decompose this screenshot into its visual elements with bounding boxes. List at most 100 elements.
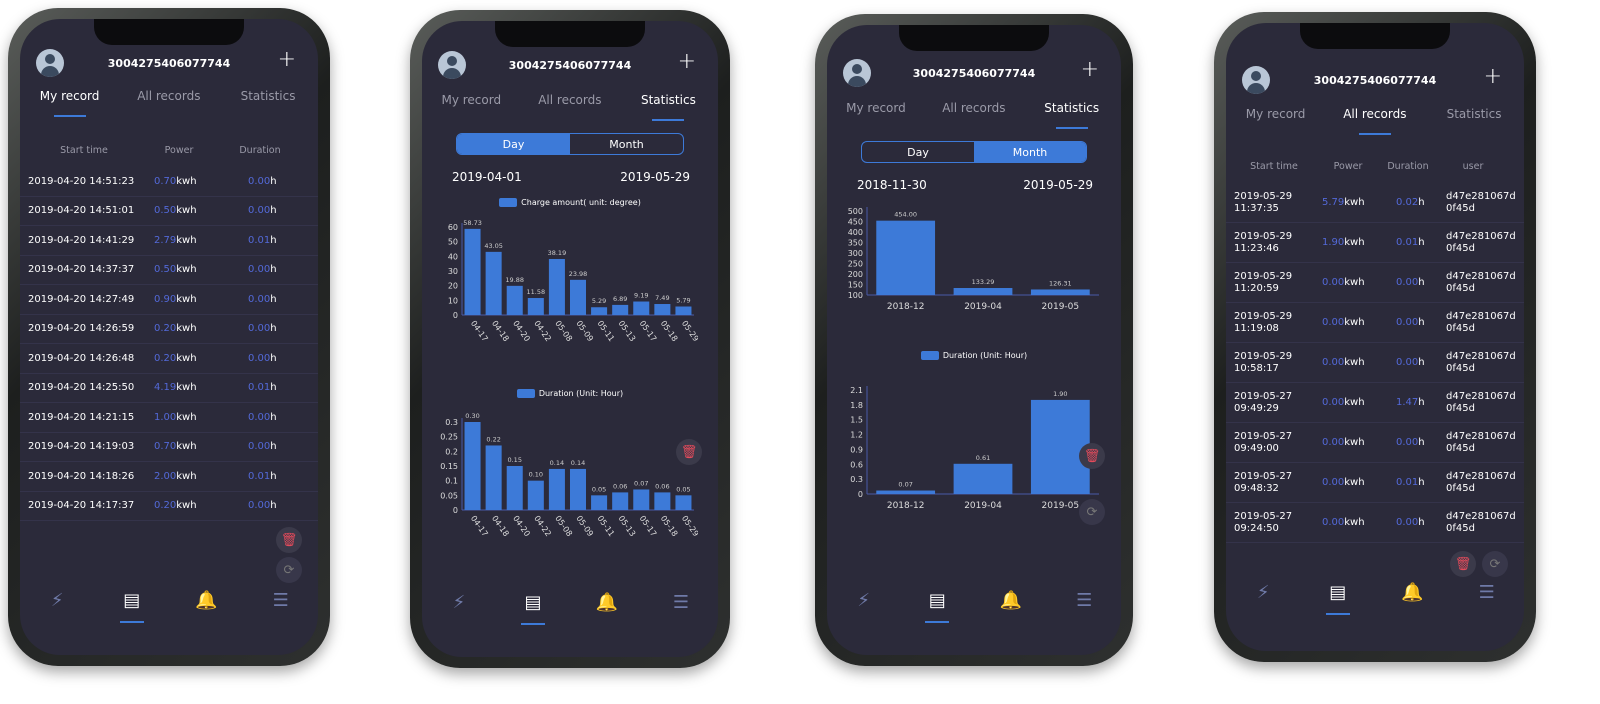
duration-value: 0.01 (248, 234, 271, 246)
table-row[interactable]: 2019-05-29 11:37:35 5.79 kwh 0.02 h d47e281067… (1226, 183, 1524, 223)
delete-trash-icon[interactable]: 🗑 (1450, 551, 1476, 577)
bottom-nav: ⚡ ▤ 🔔 ☰ (422, 592, 718, 625)
tab-statistics[interactable]: Statistics (1023, 101, 1121, 129)
bar (675, 306, 692, 315)
delete-trash-icon[interactable]: 🗑 (1079, 443, 1105, 469)
bar (612, 304, 629, 315)
bell-icon[interactable]: 🔔 (1401, 582, 1424, 603)
add-button[interactable]: + (677, 49, 696, 74)
refresh-icon[interactable]: ⟳ (1482, 551, 1508, 577)
legend-label: Charge amount( unit: degree) (521, 198, 641, 207)
tab-all-records[interactable]: All records (942, 101, 1006, 115)
tab-my-record[interactable]: My record (1245, 107, 1306, 121)
x-tick-label: 2018-12 (887, 501, 925, 511)
start-date: 2019-05-27 (1234, 430, 1293, 442)
record-icon[interactable]: ▤ (513, 592, 553, 625)
tab-all-records[interactable]: All records (1325, 107, 1424, 135)
date-to[interactable]: 2019-05-29 (1023, 178, 1093, 192)
date-from[interactable]: 2018-11-30 (857, 178, 927, 192)
table-row[interactable]: 2019-04-20 14:51:23 0.70 kwh 0.00 h (20, 167, 318, 197)
tab-all-records[interactable]: All records (137, 89, 201, 103)
column-header-power: Power (164, 145, 194, 156)
start-time-cell: 2019-05-29 10:58:17 (1234, 343, 1292, 382)
table-row[interactable]: 2019-04-20 14:51:01 0.50 kwh 0.00 h (20, 197, 318, 226)
table-row[interactable]: 2019-05-27 09:49:29 0.00 kwh 1.47 h d47e281067… (1226, 383, 1524, 423)
tab-my-record[interactable]: My record (441, 93, 502, 107)
table-row[interactable]: 2019-04-20 14:21:15 1.00 kwh 0.00 h (20, 403, 318, 433)
user-avatar-icon[interactable] (843, 59, 871, 87)
duration-unit: h (1418, 237, 1425, 248)
y-tick-label: 250 (848, 260, 863, 269)
menu-icon[interactable]: ☰ (1076, 590, 1093, 611)
data-label: 7.49 (655, 294, 669, 302)
user-id-2: 0f45d (1446, 442, 1475, 454)
table-row[interactable]: 2019-04-20 14:17:37 0.20 kwh 0.00 h (20, 492, 318, 521)
tab-statistics[interactable]: Statistics (1446, 107, 1502, 121)
segment-day[interactable]: Day (457, 134, 570, 154)
date-from[interactable]: 2019-04-01 (452, 170, 522, 184)
lightning-icon[interactable]: ⚡ (50, 590, 64, 611)
tab-my-record[interactable]: My record (20, 89, 119, 117)
user-avatar-icon[interactable] (1242, 66, 1270, 94)
table-row[interactable]: 2019-04-20 14:26:59 0.20 kwh 0.00 h (20, 315, 318, 344)
table-row[interactable]: 2019-05-27 09:48:32 0.00 kwh 0.01 h d47e281067… (1226, 463, 1524, 503)
y-tick-label: 2.1 (850, 386, 863, 395)
refresh-icon[interactable]: ⟳ (1079, 499, 1105, 525)
add-button[interactable]: + (1080, 57, 1099, 82)
tab-all-records[interactable]: All records (538, 93, 602, 107)
bell-icon[interactable]: 🔔 (999, 590, 1022, 611)
x-tick-label: 05-29 (680, 319, 698, 343)
y-tick-label: 0.3 (850, 475, 863, 484)
refresh-icon[interactable]: ⟳ (276, 557, 302, 583)
menu-icon[interactable]: ☰ (672, 592, 690, 613)
record-icon[interactable]: ▤ (1318, 582, 1358, 615)
column-header-start-time: Start time (1250, 161, 1298, 172)
table-row[interactable]: 2019-04-20 14:25:50 4.19 kwh 0.01 h (20, 374, 318, 403)
segment-day[interactable]: Day (907, 145, 929, 159)
menu-icon[interactable]: ☰ (272, 590, 289, 611)
add-button[interactable]: + (277, 47, 296, 72)
power-cell: 0.20 kwh (154, 315, 197, 344)
add-button[interactable]: + (1483, 64, 1502, 89)
table-row[interactable]: 2019-04-20 14:41:29 2.79 kwh 0.01 h (20, 226, 318, 256)
table-row[interactable]: 2019-04-20 14:19:03 0.70 kwh 0.00 h (20, 433, 318, 462)
delete-trash-icon[interactable]: 🗑 (276, 527, 302, 553)
record-icon[interactable]: ▤ (112, 590, 152, 623)
menu-icon[interactable]: ☰ (1478, 582, 1495, 603)
table-row[interactable]: 2019-05-29 10:58:17 0.00 kwh 0.00 h d47e281067… (1226, 343, 1524, 383)
user-avatar-icon[interactable] (438, 51, 466, 79)
table-row[interactable]: 2019-04-20 14:18:26 2.00 kwh 0.01 h (20, 462, 318, 492)
delete-trash-icon[interactable]: 🗑 (676, 439, 702, 465)
lightning-icon[interactable]: ⚡ (1256, 582, 1270, 603)
table-row[interactable]: 2019-05-29 11:19:08 0.00 kwh 0.00 h d47e281067… (1226, 303, 1524, 343)
table-row[interactable]: 2019-05-27 09:49:00 0.00 kwh 0.00 h d47e281067… (1226, 423, 1524, 463)
segment-month[interactable]: Month (974, 142, 1086, 162)
start-clock: 11:37:35 (1234, 202, 1279, 214)
power-cell: 0.00 kwh (1322, 303, 1365, 342)
table-row[interactable]: 2019-05-29 11:23:46 1.90 kwh 0.01 h d47e281067… (1226, 223, 1524, 263)
x-tick-label: 04-20 (511, 319, 532, 343)
table-row[interactable]: 2019-04-20 14:26:48 0.20 kwh 0.00 h (20, 344, 318, 374)
power-cell: 0.50 kwh (154, 256, 197, 285)
tab-statistics[interactable]: Statistics (240, 89, 296, 103)
table-row[interactable]: 2019-04-20 14:27:49 0.90 kwh 0.00 h (20, 285, 318, 315)
tab-statistics[interactable]: Statistics (619, 93, 718, 121)
data-label: 0.05 (676, 485, 690, 493)
bell-icon[interactable]: 🔔 (195, 590, 218, 611)
bar (1030, 289, 1090, 295)
bell-icon[interactable]: 🔔 (595, 592, 619, 613)
tab-my-record[interactable]: My record (846, 101, 906, 115)
table-row[interactable]: 2019-05-27 09:24:50 0.00 kwh 0.00 h d47e281067… (1226, 503, 1524, 543)
lightning-icon[interactable]: ⚡ (452, 592, 466, 613)
power-unit: kwh (1344, 197, 1365, 208)
date-to[interactable]: 2019-05-29 (620, 170, 690, 184)
lightning-icon[interactable]: ⚡ (857, 590, 871, 611)
table-row[interactable]: 2019-04-20 14:37:37 0.50 kwh 0.00 h (20, 256, 318, 285)
user-avatar-icon[interactable] (36, 49, 64, 77)
record-icon[interactable]: ▤ (917, 590, 957, 623)
power-unit: kwh (176, 234, 197, 246)
bar (633, 489, 650, 510)
table-row[interactable]: 2019-05-29 11:20:59 0.00 kwh 0.00 h d47e281067… (1226, 263, 1524, 303)
segment-month[interactable]: Month (609, 137, 644, 151)
duration-value: 0.00 (248, 411, 271, 423)
